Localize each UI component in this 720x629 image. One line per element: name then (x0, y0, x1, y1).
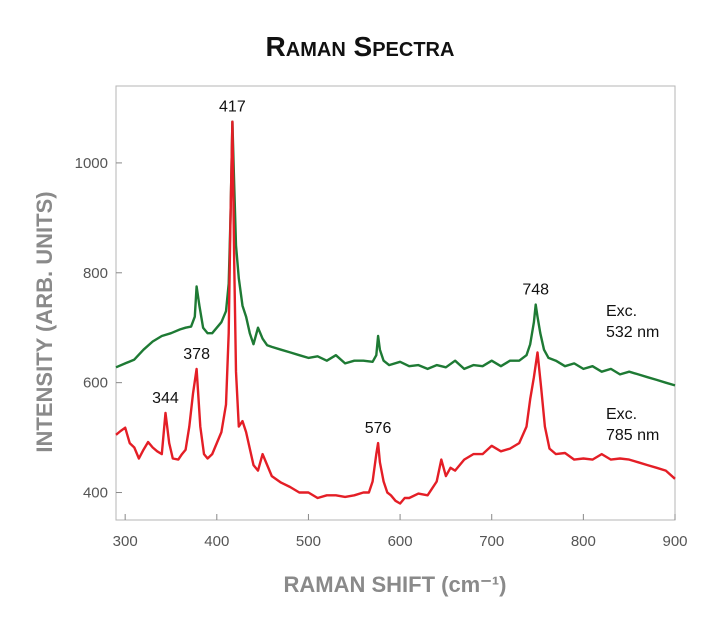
plot-frame (115, 85, 676, 521)
x-tick-label: 300 (113, 533, 138, 550)
y-tick-label: 800 (83, 265, 108, 282)
x-tick-label: 800 (571, 533, 596, 550)
series-line-785nm (115, 120, 676, 505)
x-axis-label: RAMAN SHIFT (cm⁻¹) (283, 572, 506, 597)
chart-title: Raman Spectra (266, 31, 455, 62)
y-tick-label: 400 (83, 485, 108, 502)
x-tick-label: 700 (479, 533, 504, 550)
peak-label-748: 748 (522, 282, 549, 299)
peak-label-378: 378 (183, 346, 210, 363)
x-tick-label: 400 (204, 533, 229, 550)
x-tick-label: 500 (296, 533, 321, 550)
peak-label-576: 576 (365, 420, 392, 437)
x-tick-label: 600 (388, 533, 413, 550)
series-labels: Exc. 532 nm Exc. 785 nm (606, 303, 659, 444)
y-axis: 400 600 800 1000 (75, 155, 122, 502)
y-tick-label: 600 (83, 375, 108, 392)
series-label-785nm: Exc. 785 nm (606, 406, 659, 444)
x-axis: 300 400 500 600 700 800 900 (113, 514, 688, 550)
x-tick-label: 900 (662, 533, 687, 550)
peak-label-344: 344 (152, 390, 179, 407)
series-line-532nm (115, 120, 676, 387)
peak-label-417: 417 (219, 99, 246, 116)
spectra-lines (115, 120, 676, 505)
series-label-532nm: Exc. 532 nm (606, 303, 659, 341)
y-tick-label: 1000 (75, 155, 108, 172)
peak-annotations: 417 378 344 576 748 (152, 99, 549, 437)
y-axis-label: INTENSITY (ARB. UNITS) (32, 191, 57, 452)
